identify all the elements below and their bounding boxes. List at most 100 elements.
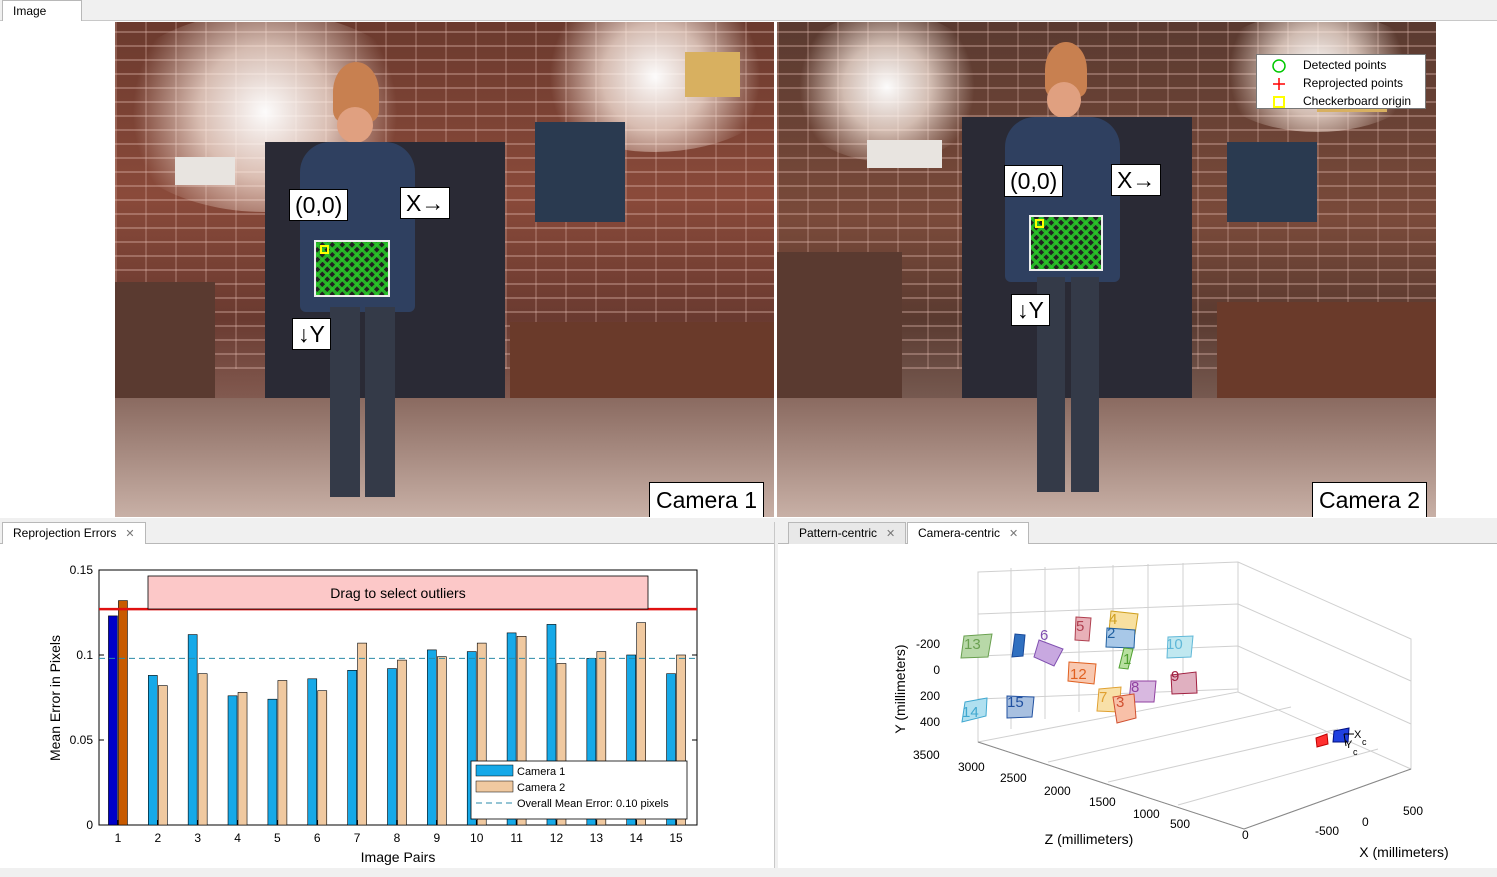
bar-pair-8-camera1[interactable]: [387, 668, 397, 826]
reprojected-points-icon: [1273, 78, 1285, 90]
pattern-10: [1166, 635, 1194, 659]
tab-pattern-centric[interactable]: Pattern-centric ✕: [788, 522, 907, 544]
svg-text:1000: 1000: [1133, 807, 1160, 821]
x-tick-label: 3: [194, 831, 201, 845]
checkerboard-origin-marker: [1035, 219, 1044, 228]
bar-pair-9-camera1[interactable]: [427, 649, 437, 826]
legend-label: Checkerboard origin: [1303, 94, 1412, 108]
bar-pair-12-camera1[interactable]: [546, 624, 557, 826]
close-icon[interactable]: ✕: [125, 528, 135, 540]
legend-checkerboard-origin: Checkerboard origin: [1257, 92, 1425, 110]
x-tick-label: 9: [434, 831, 441, 845]
tab-image[interactable]: Image: [2, 0, 82, 22]
pattern-14: [961, 697, 988, 723]
svg-text:500: 500: [1170, 817, 1190, 831]
bar-pair-3-camera2[interactable]: [197, 673, 208, 826]
image-legend: Detected points Reprojected points Check…: [1256, 54, 1426, 109]
bar-pair-10-camera2[interactable]: [476, 642, 487, 826]
pattern-15: [1006, 695, 1035, 719]
svg-text:0: 0: [1242, 828, 1249, 842]
bar-pair-15-camera1[interactable]: [666, 673, 676, 826]
chart-legend: Camera 1 Camera 2 Overall Mean Error: 0.…: [470, 760, 688, 820]
bar-pair-11-camera1[interactable]: [506, 632, 517, 826]
y-tick-label: 0.05: [70, 733, 94, 747]
y-tick-label: 0: [86, 818, 93, 832]
close-icon[interactable]: ✕: [886, 528, 896, 540]
camera2-origin-label: (0,0): [1004, 165, 1064, 197]
x-tick-label: 10: [470, 831, 484, 845]
y-axis-label: Mean Error in Pixels: [47, 635, 63, 761]
checkerboard-origin-icon: [1273, 96, 1285, 108]
bar-pair-8-camera2[interactable]: [397, 659, 407, 826]
legend-swatch-camera2: [475, 780, 514, 793]
x-tick-label: 15: [669, 831, 683, 845]
bar-pair-1-camera2[interactable]: [118, 600, 128, 826]
axes-grid: [977, 561, 1412, 830]
bar-pair-13-camera2[interactable]: [596, 651, 607, 826]
bar-pair-2-camera2[interactable]: [158, 685, 168, 826]
drag-to-select-annotation: Drag to select outliers: [330, 585, 465, 601]
svg-text:500: 500: [1403, 804, 1423, 818]
legend-detected-points: Detected points: [1257, 56, 1425, 74]
bar-pair-9-camera2[interactable]: [437, 656, 447, 826]
z-axis-label: Z (millimeters): [1045, 831, 1134, 847]
bar-pair-6-camera1[interactable]: [307, 678, 318, 826]
extrinsics-tab-strip: Pattern-centric ✕ Camera-centric ✕: [778, 522, 1497, 544]
reprojection-tab-strip: Reprojection Errors ✕: [0, 522, 774, 544]
x-axis-label: X (millimeters): [1359, 844, 1448, 860]
x-tick-label: 7: [354, 831, 361, 845]
x-tick-label: 12: [550, 831, 564, 845]
pattern-label: 3: [1116, 694, 1124, 711]
bar-pair-12-camera2[interactable]: [556, 663, 567, 826]
camera2-y-axis-label: ↓Y: [1011, 294, 1050, 326]
x-tick-label: 14: [630, 831, 644, 845]
tab-camera-centric[interactable]: Camera-centric ✕: [907, 522, 1030, 544]
bar-pair-10-camera1[interactable]: [466, 651, 477, 826]
tab-label: Pattern-centric: [799, 526, 878, 540]
bar-pair-15-camera2[interactable]: [676, 654, 686, 826]
svg-text:3500: 3500: [913, 748, 940, 762]
bar-pair-7-camera2[interactable]: [357, 642, 367, 826]
bar-pair-4-camera2[interactable]: [237, 692, 248, 826]
detected-points-icon: [1272, 59, 1286, 73]
pattern-11: [1011, 633, 1026, 658]
checkerboard-origin-marker: [320, 245, 329, 254]
pattern-12: [1067, 661, 1097, 685]
bar-pair-3-camera1[interactable]: [187, 634, 198, 826]
x-tick-label: 1: [115, 831, 122, 845]
close-icon[interactable]: ✕: [1009, 528, 1019, 540]
bar-pair-14-camera1[interactable]: [626, 654, 637, 826]
svg-text:3000: 3000: [958, 760, 985, 774]
bar-pair-7-camera1[interactable]: [347, 670, 357, 826]
bar-pair-6-camera2[interactable]: [317, 690, 328, 826]
bar-pair-2-camera1[interactable]: [148, 675, 158, 826]
bar-pair-1-camera1[interactable]: [108, 615, 118, 826]
x-ticks: -500 0 500: [1315, 804, 1423, 838]
pattern-label: 4: [1109, 611, 1117, 628]
outlier-selection-box[interactable]: [147, 575, 649, 610]
svg-text:1500: 1500: [1089, 795, 1116, 809]
camera-centric-3d-plot[interactable]: 13 12 6 5 4 2 1 10 7 8 3 9 14 15 X c Y c: [778, 544, 1497, 868]
svg-text:2000: 2000: [1044, 784, 1071, 798]
bar-pair-11-camera2[interactable]: [516, 636, 527, 826]
bar-pair-14-camera2[interactable]: [636, 622, 647, 826]
pattern-label: 7: [1099, 689, 1107, 706]
pattern-5: [1074, 616, 1092, 642]
x-axis-label: Image Pairs: [361, 849, 436, 865]
x-tick-label: 2: [154, 831, 161, 845]
bar-pair-4-camera1[interactable]: [227, 695, 238, 826]
svg-text:0: 0: [933, 663, 940, 677]
camera2-x-axis-label: X→: [1111, 164, 1162, 196]
top-tab-strip: Image: [0, 0, 1497, 22]
svg-text:2500: 2500: [1000, 771, 1027, 785]
pattern-label: 8: [1131, 679, 1139, 696]
camera1-y-axis-label: ↓Y: [292, 318, 331, 350]
bar-pair-5-camera1[interactable]: [267, 698, 278, 826]
svg-text:-500: -500: [1315, 824, 1339, 838]
reprojection-error-chart[interactable]: 00.050.10.151 2 3 4 5 6 7 8 9 10 11 12 13 14 15 Drag t…: [0, 544, 775, 868]
reprojection-errors-panel: Reprojection Errors ✕ 0 0.05 0.1 0.15 1 2 3 4 5 6 7…: [0, 522, 775, 868]
x-tick-label: 6: [314, 831, 321, 845]
bar-pair-5-camera2[interactable]: [277, 680, 288, 826]
calibration-patterns: [960, 610, 1198, 724]
tab-reprojection-errors[interactable]: Reprojection Errors ✕: [2, 522, 146, 544]
